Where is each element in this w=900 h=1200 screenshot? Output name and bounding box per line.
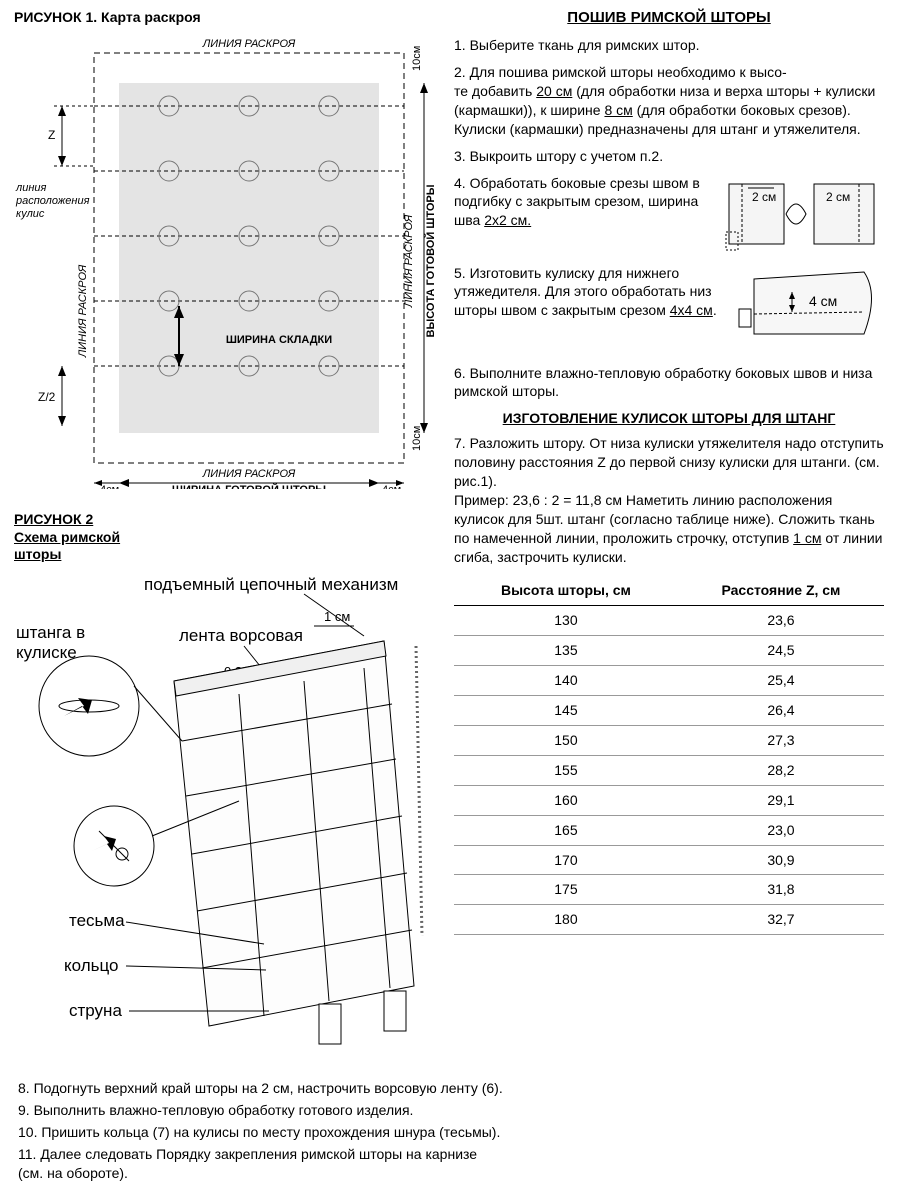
fig1-diagram: ЛИНИЯ РАСКРОЯ ЛИНИЯ РАСКРОЯ ЛИНИЯ РАСКРО…: [14, 31, 444, 489]
table-row: 16523,0: [454, 815, 884, 845]
step-4-row: 4. Обработать боковые срезы швом в подги…: [454, 174, 884, 254]
bottom-steps: 8. Подогнуть верхний край шторы на 2 см,…: [0, 1070, 900, 1182]
svg-text:ШИРИНА ГОТОВОЙ ШТОРЫ: ШИРИНА ГОТОВОЙ ШТОРЫ: [172, 483, 326, 489]
svg-text:тесьма: тесьма: [69, 911, 125, 930]
table-header-z: Расстояние Z, см: [678, 575, 884, 606]
svg-text:кольцо: кольцо: [64, 956, 119, 975]
step-5-row: 5. Изготовить кулиску для нижнего утяжед…: [454, 264, 884, 354]
svg-text:ЛИНИЯ РАСКРОЯ: ЛИНИЯ РАСКРОЯ: [202, 38, 296, 50]
svg-text:ШИРИНА СКЛАДКИ: ШИРИНА СКЛАДКИ: [226, 334, 332, 346]
table-row: 16029,1: [454, 785, 884, 815]
svg-text:4см: 4см: [100, 484, 119, 489]
z-table: Высота шторы, см Расстояние Z, см 13023,…: [454, 575, 884, 936]
mini-diagram-4: 2 см 2 см: [724, 174, 884, 254]
table-header-height: Высота шторы, см: [454, 575, 678, 606]
making-title: ИЗГОТОВЛЕНИЕ КУЛИСОК ШТОРЫ ДЛЯ ШТАНГ: [454, 409, 884, 428]
svg-text:10см: 10см: [411, 426, 423, 451]
svg-text:1 см: 1 см: [324, 609, 350, 624]
svg-text:штанга в: штанга в: [16, 623, 85, 642]
table-row: 13023,6: [454, 606, 884, 636]
step-5: 5. Изготовить кулиску для нижнего утяжед…: [454, 264, 726, 321]
svg-text:струна: струна: [69, 1001, 122, 1020]
svg-text:ЛИНИЯ РАСКРОЯ: ЛИНИЯ РАСКРОЯ: [403, 214, 415, 308]
table-row: 14526,4: [454, 696, 884, 726]
fig2-diagram: подъемный цепочный механизм 1 см штанга …: [14, 566, 454, 1066]
step-10: 10. Пришить кольца (7) на кулисы по мест…: [18, 1123, 882, 1142]
table-row: 17030,9: [454, 845, 884, 875]
svg-text:4 см: 4 см: [809, 293, 837, 309]
step-11: 11. Далее следовать Порядку закрепления …: [18, 1145, 882, 1183]
svg-text:2 см: 2 см: [752, 190, 776, 204]
svg-text:подъемный цепочный механизм: подъемный цепочный механизм: [144, 575, 398, 594]
svg-text:ВЫСОТА ГОТОВОЙ ШТОРЫ: ВЫСОТА ГОТОВОЙ ШТОРЫ: [424, 184, 437, 337]
step-3: 3. Выкроить штору с учетом п.2.: [454, 147, 884, 166]
svg-text:линия: линия: [15, 182, 46, 194]
step-6: 6. Выполните влажно-тепловую обработку б…: [454, 364, 884, 402]
table-row: 14025,4: [454, 666, 884, 696]
step-9: 9. Выполнить влажно-тепловую обработку г…: [18, 1101, 882, 1120]
svg-text:Z: Z: [48, 128, 55, 142]
mini-diagram-5: 4 см: [734, 264, 884, 354]
svg-text:кулиске: кулиске: [16, 643, 77, 662]
step-1: 1. Выберите ткань для римских штор.: [454, 36, 884, 55]
svg-text:расположения: расположения: [15, 195, 90, 207]
table-row: 17531,8: [454, 875, 884, 905]
table-row: 13524,5: [454, 636, 884, 666]
sewing-title: ПОШИВ РИМСКОЙ ШТОРЫ: [454, 8, 884, 28]
fig1-title: РИСУНОК 1. Карта раскроя: [14, 8, 444, 27]
svg-text:Z/2: Z/2: [38, 390, 56, 404]
svg-text:4см: 4см: [382, 484, 401, 489]
table-row: 15528,2: [454, 755, 884, 785]
table-row: 18032,7: [454, 905, 884, 935]
svg-text:ЛИНИЯ РАСКРОЯ: ЛИНИЯ РАСКРОЯ: [77, 264, 89, 358]
svg-text:10см: 10см: [411, 46, 423, 71]
svg-text:ЛИНИЯ РАСКРОЯ: ЛИНИЯ РАСКРОЯ: [202, 468, 296, 480]
step-8: 8. Подогнуть верхний край шторы на 2 см,…: [18, 1079, 882, 1098]
step-4: 4. Обработать боковые срезы швом в подги…: [454, 174, 716, 231]
svg-text:кулис: кулис: [16, 208, 45, 220]
step-7: 7. Разложить штору. От низа кулиски утяж…: [454, 434, 884, 566]
svg-text:2 см: 2 см: [826, 190, 850, 204]
step-2: 2. Для пошива римской шторы необходимо к…: [454, 63, 884, 139]
svg-text:лента ворсовая: лента ворсовая: [179, 626, 303, 645]
fig2-title: РИСУНОК 2 Схема римской шторы: [14, 511, 444, 564]
table-row: 15027,3: [454, 725, 884, 755]
